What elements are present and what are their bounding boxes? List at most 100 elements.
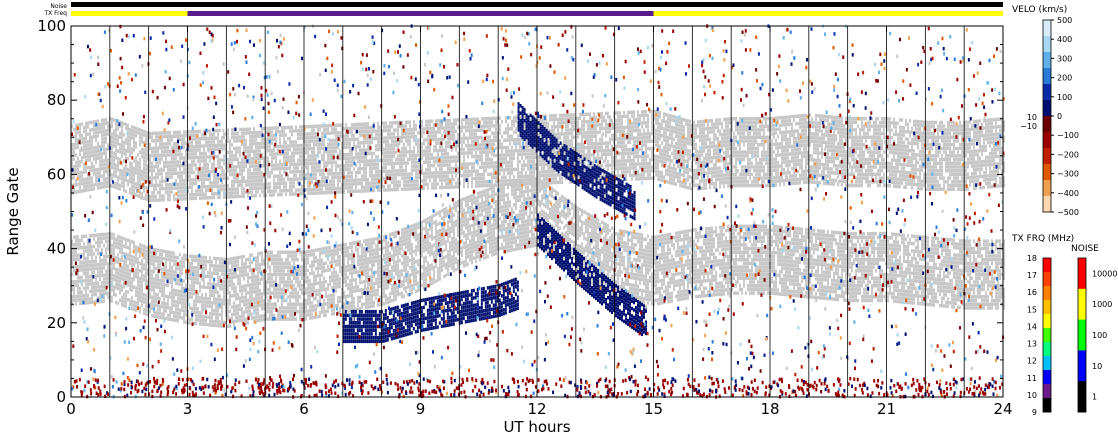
- data-cell: [211, 260, 213, 264]
- data-cell: [411, 272, 413, 277]
- data-cell: [411, 257, 413, 262]
- data-cell: [329, 249, 331, 253]
- data-cell: [191, 317, 193, 322]
- data-cell: [141, 262, 143, 266]
- data-cell: [179, 315, 181, 320]
- data-cell: [137, 272, 139, 276]
- data-cell: [699, 231, 701, 235]
- data-cell: [543, 240, 545, 244]
- data-cell: [133, 255, 135, 260]
- data-cell: [555, 204, 557, 209]
- data-cell: [403, 231, 405, 235]
- data-cell: [425, 233, 427, 237]
- data-cell: [229, 309, 231, 313]
- data-cell: [541, 194, 543, 198]
- data-cell: [583, 221, 585, 225]
- data-cell: [125, 289, 127, 294]
- data-cell: [601, 268, 603, 273]
- data-cell: [607, 261, 609, 265]
- data-cell: [183, 305, 185, 309]
- data-cell: [411, 287, 413, 292]
- data-cell: [491, 223, 493, 228]
- data-cell: [493, 252, 495, 257]
- data-cell: [399, 258, 401, 263]
- data-cell: [631, 242, 633, 247]
- data-cell: [387, 274, 389, 278]
- data-cell: [355, 244, 357, 249]
- data-cell: [283, 276, 285, 281]
- data-cell: [365, 261, 367, 265]
- data-cell: [421, 228, 423, 232]
- data-cell: [219, 260, 221, 265]
- data-cell: [405, 267, 407, 272]
- data-cell: [77, 257, 79, 261]
- data-cell: [613, 238, 615, 242]
- data-cell: [679, 264, 681, 268]
- data-cell: [619, 229, 621, 233]
- data-cell: [711, 248, 713, 253]
- data-cell: [323, 309, 325, 314]
- data-cell: [185, 272, 187, 276]
- data-cell: [503, 186, 505, 191]
- data-cell: [647, 297, 649, 302]
- data-cell: [537, 239, 539, 243]
- data-cell: [201, 262, 203, 267]
- data-cell: [551, 205, 553, 210]
- data-cell: [427, 246, 429, 251]
- data-cell: [683, 278, 685, 282]
- data-cell: [173, 299, 175, 304]
- data-cell: [563, 211, 565, 215]
- data-cell: [599, 267, 601, 272]
- data-cell: [577, 228, 579, 233]
- data-cell: [393, 283, 395, 287]
- data-cell: [703, 279, 705, 283]
- data-cell: [197, 273, 199, 278]
- data-cell: [287, 306, 289, 310]
- data-cell: [207, 282, 209, 286]
- data-cell: [371, 248, 373, 253]
- data-cell: [671, 295, 673, 299]
- data-cell: [77, 238, 79, 243]
- data-cell: [493, 237, 495, 242]
- data-cell: [623, 285, 625, 290]
- data-cell: [385, 249, 387, 253]
- data-cell: [451, 225, 453, 230]
- data-cell: [647, 278, 649, 283]
- data-cell: [171, 310, 173, 314]
- data-cell: [231, 286, 233, 291]
- data-cell: [435, 242, 437, 246]
- data-cell: [605, 256, 607, 260]
- data-cell: [243, 303, 245, 307]
- data-cell: [325, 279, 327, 284]
- data-cell: [163, 282, 165, 287]
- data-cell: [209, 271, 211, 275]
- data-cell: [241, 288, 243, 293]
- data-cell: [307, 279, 309, 284]
- data-cell: [493, 200, 495, 205]
- data-cell: [305, 313, 307, 317]
- data-cell: [589, 235, 591, 240]
- data-cell: [675, 279, 677, 284]
- data-cell: [281, 250, 283, 255]
- data-cell: [371, 263, 373, 268]
- data-cell: [567, 225, 569, 229]
- data-cell: [267, 276, 269, 281]
- data-cell: [421, 272, 423, 277]
- data-cell: [495, 199, 497, 204]
- data-cell: [617, 247, 619, 251]
- data-cell: [547, 221, 549, 225]
- data-cell: [439, 239, 441, 244]
- data-cell: [239, 300, 241, 304]
- data-cell: [569, 226, 571, 231]
- data-cell: [411, 224, 413, 229]
- data-cell: [571, 202, 573, 206]
- data-cell: [371, 278, 373, 283]
- data-cell: [661, 271, 663, 275]
- data-cell: [241, 314, 243, 319]
- data-cell: [663, 278, 665, 282]
- data-cell: [407, 263, 409, 267]
- data-cell: [673, 280, 675, 284]
- data-cell: [423, 260, 425, 264]
- data-cell: [159, 256, 161, 260]
- data-cell: [499, 202, 501, 206]
